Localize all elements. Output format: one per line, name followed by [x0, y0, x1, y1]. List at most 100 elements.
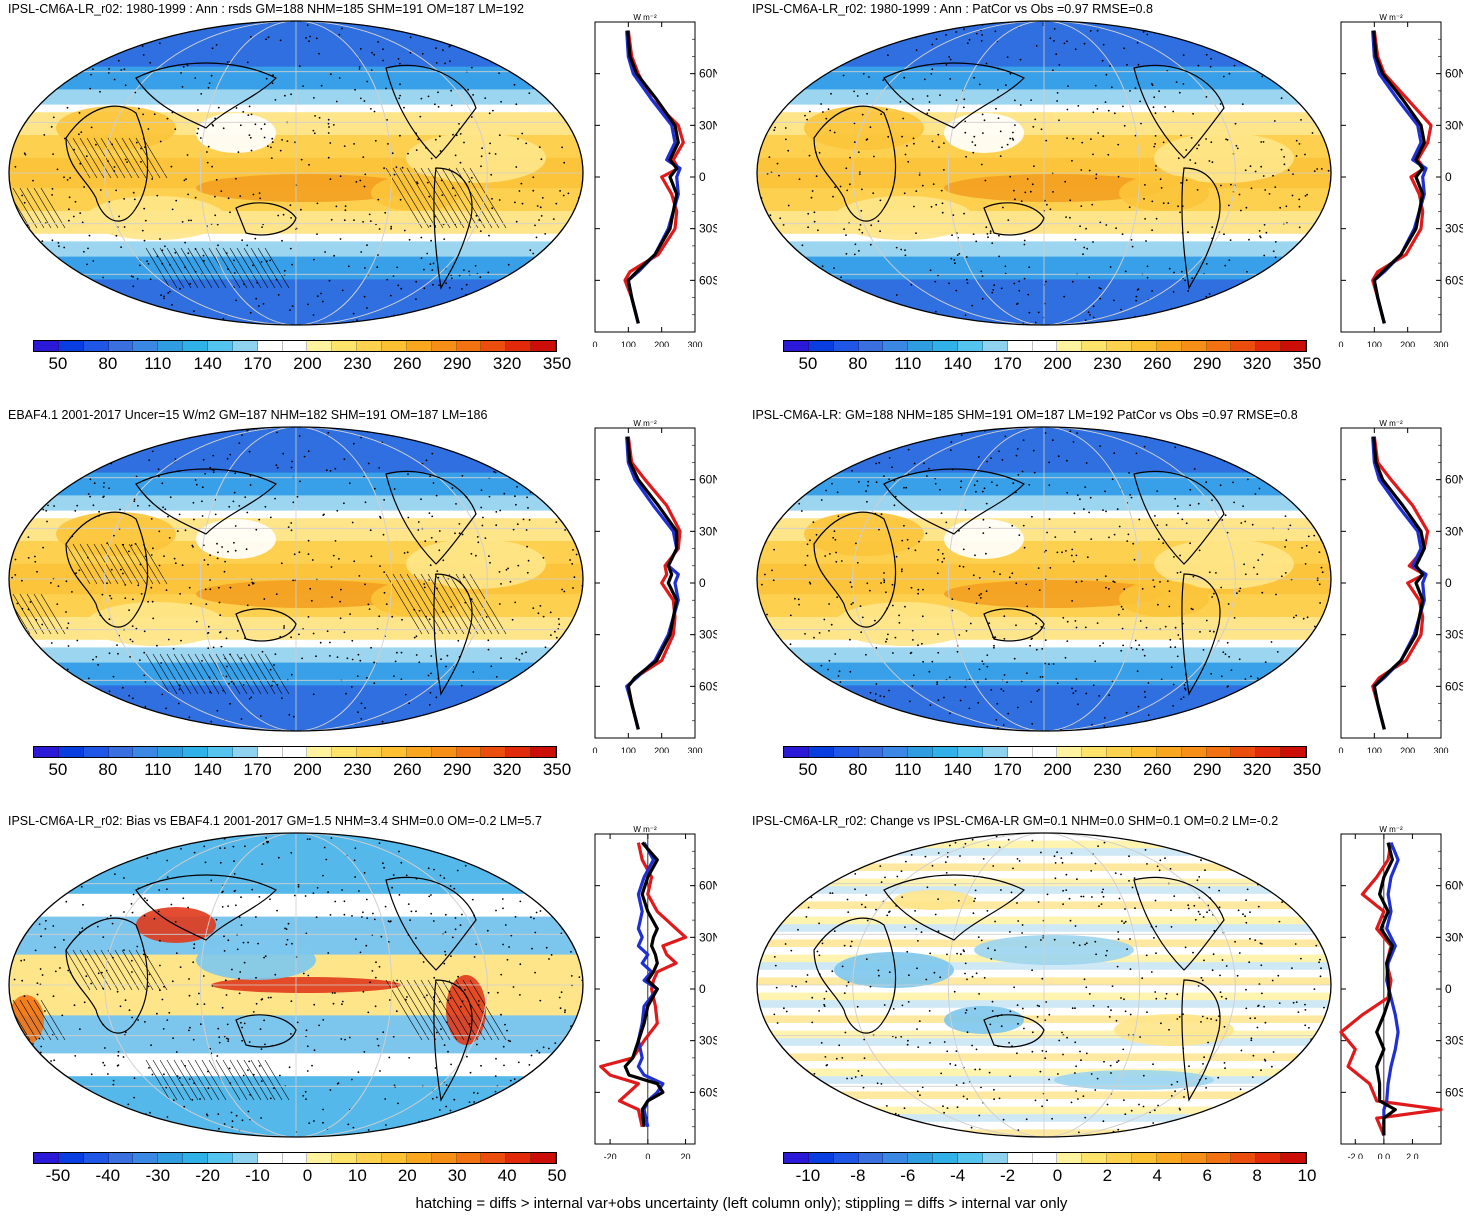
colorbar-label: 170 [243, 354, 271, 374]
colorbar-swatch [1057, 1153, 1082, 1163]
profile-x-tick-label: 0 [1338, 340, 1343, 347]
profile-x-tick-label: 300 [1433, 340, 1448, 347]
colorbar-swatch [1182, 341, 1207, 351]
profile-x-tick-label: 0 [592, 746, 597, 753]
colorbar-swatch [109, 747, 134, 757]
colorbar-label: 8 [1252, 1166, 1261, 1186]
colorbar-label: 230 [1093, 760, 1121, 780]
panel-obs-absolute: EBAF4.1 2001-2017 Uncer=15 W/m2 GM=187 N… [0, 406, 741, 811]
colorbar-swatch [1132, 341, 1157, 351]
colorbar-swatch [1207, 747, 1232, 757]
panel-title: IPSL-CM6A-LR_r02: 1980-1999 : Ann : rsds… [8, 2, 524, 16]
colorbar-label: 50 [48, 354, 67, 374]
colorbar-swatch [1207, 341, 1232, 351]
colorbar-swatch [506, 341, 531, 351]
colorbar-swatch [1107, 341, 1132, 351]
colorbar-swatch [1281, 341, 1306, 351]
lat-tick-label: 0 [1445, 982, 1452, 996]
colorbar-label: 40 [498, 1166, 517, 1186]
colorbar-swatch [84, 1153, 109, 1163]
profile-x-tick-label: 300 [687, 746, 702, 753]
lat-tick-label: 60S [699, 273, 717, 287]
colorbar-swatch [357, 341, 382, 351]
colorbar-label: 200 [293, 760, 321, 780]
colorbar-swatch [1033, 341, 1058, 351]
colorbar-label: 320 [493, 760, 521, 780]
colorbar-swatch [432, 747, 457, 757]
colorbar-swatch [382, 341, 407, 351]
colorbar-swatch [1082, 341, 1107, 351]
colorbar-swatch [1082, 1153, 1107, 1163]
colorbar-swatch [1281, 1153, 1306, 1163]
colorbar-swatch [34, 341, 59, 351]
colorbar-swatch [859, 341, 884, 351]
colorbar-swatch [158, 747, 183, 757]
lat-tick-label: 30N [699, 930, 717, 944]
lat-tick-label: 30S [1445, 222, 1463, 236]
colorbar-swatch [983, 747, 1008, 757]
colorbar-label: 80 [98, 760, 117, 780]
colorbar-swatch [109, 1153, 134, 1163]
colorbar-swatch [1207, 1153, 1232, 1163]
colorbar-swatch [1182, 747, 1207, 757]
lat-tick-label: 60N [1445, 473, 1463, 487]
colorbar-swatch [109, 341, 134, 351]
lat-tick-label: 0 [699, 170, 706, 184]
lat-tick-label: 60S [699, 679, 717, 693]
colorbar-swatch [208, 341, 233, 351]
colorbar-label: 110 [894, 760, 921, 780]
map-field [6, 424, 586, 734]
colorbar-swatch [1107, 1153, 1132, 1163]
colorbar-swatch [407, 341, 432, 351]
colorbar-label: -10 [796, 1166, 821, 1186]
colorbar-swatch [933, 747, 958, 757]
colorbar-swatch [983, 1153, 1008, 1163]
profile-x-tick-label: 0 [1338, 746, 1343, 753]
colorbar-swatch [1008, 341, 1033, 351]
colorbar-label: -30 [145, 1166, 170, 1186]
colorbar-label: 320 [1243, 760, 1271, 780]
colorbar-swatch [133, 747, 158, 757]
profile-x-tick-label: 100 [1367, 340, 1382, 347]
lat-tick-label: 30N [699, 524, 717, 538]
profile-unit: W m⁻² [633, 13, 657, 22]
profile-unit: W m⁻² [633, 419, 657, 428]
colorbar-label: -8 [850, 1166, 865, 1186]
profile-x-tick-label: 300 [1433, 746, 1448, 753]
lat-tick-label: 60N [1445, 67, 1463, 81]
colorbar-swatch [208, 747, 233, 757]
colorbar-label: 230 [343, 354, 371, 374]
colorbar-label: 110 [144, 760, 171, 780]
colorbar-swatch [958, 341, 983, 351]
colorbar-swatch [1033, 747, 1058, 757]
colorbar-label: 320 [1243, 354, 1271, 374]
lat-tick-label: 30N [1445, 118, 1463, 132]
colorbar-label: 290 [443, 354, 471, 374]
colorbar-swatch [233, 747, 258, 757]
profile-x-tick-label: 300 [687, 340, 702, 347]
colorbar-swatch [1157, 747, 1182, 757]
colorbar-label: 230 [1093, 354, 1121, 374]
colorbar-label: 260 [1143, 760, 1171, 780]
colorbar-swatch [332, 747, 357, 757]
profile-x-tick-label: 200 [1400, 340, 1415, 347]
colorbar-swatch [382, 747, 407, 757]
colorbar-label: 2 [1103, 1166, 1112, 1186]
lat-tick-label: 60S [1445, 679, 1463, 693]
panel-model-absolute: IPSL-CM6A-LR_r02: 1980-1999 : Ann : rsds… [0, 0, 741, 405]
profile-line-blue [627, 437, 679, 730]
colorbar-label: -10 [245, 1166, 270, 1186]
colorbar-label: 80 [848, 760, 867, 780]
lat-tick-label: 0 [699, 576, 706, 590]
colorbar-label: 350 [543, 354, 571, 374]
colorbar-swatch [183, 341, 208, 351]
colorbar-label: -2 [1000, 1166, 1015, 1186]
colorbar-swatch [183, 747, 208, 757]
map-field [754, 424, 1334, 734]
profile-line-red [601, 843, 686, 1127]
map [754, 18, 1334, 328]
lat-tick-label: 60S [1445, 1085, 1463, 1099]
